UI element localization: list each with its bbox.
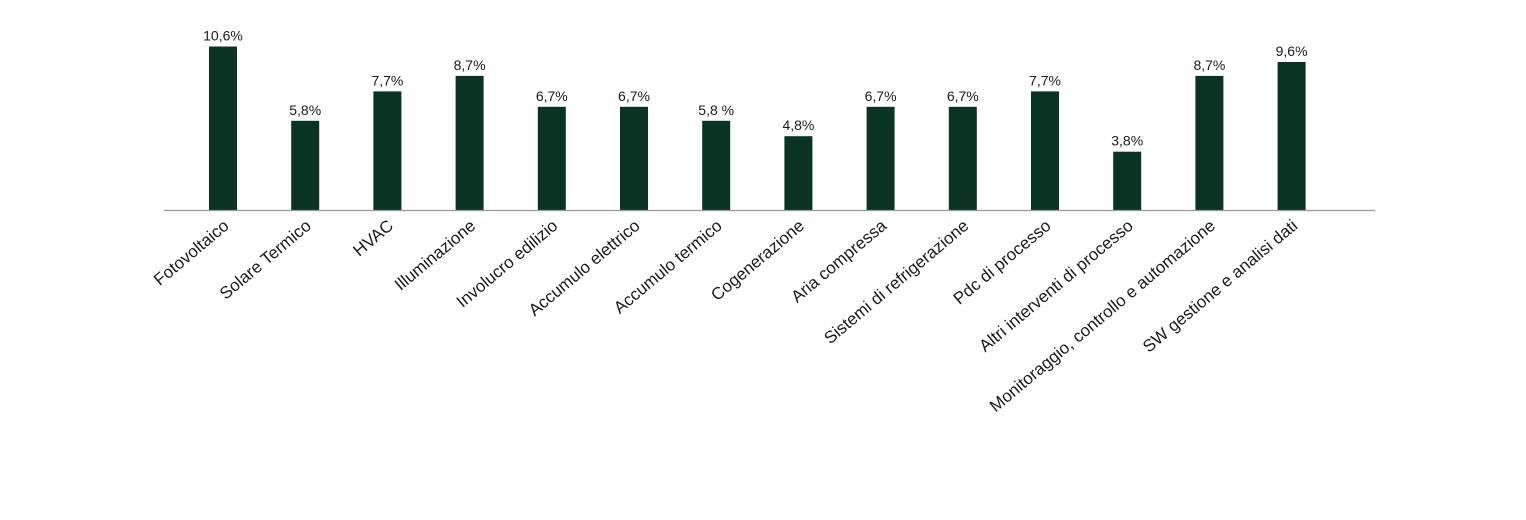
bar-6 <box>702 120 731 211</box>
bar-12 <box>1195 75 1224 211</box>
category-label-3: Illuminazione <box>391 216 479 294</box>
value-label-3: 8,7% <box>454 57 486 73</box>
value-label-4: 6,7% <box>536 88 568 104</box>
bars-group <box>209 46 1306 211</box>
category-label-0: Fotovoltaico <box>150 216 232 289</box>
bar-9 <box>948 106 977 211</box>
category-label-11: Altri interventi di processo <box>975 216 1136 356</box>
value-label-2: 7,7% <box>371 72 403 88</box>
bar-2 <box>373 91 402 211</box>
bar-1 <box>291 120 320 211</box>
bar-10 <box>1031 91 1059 211</box>
value-label-7: 4,8% <box>782 117 814 133</box>
bar-5 <box>620 106 648 211</box>
category-label-9: Sistemi di refrigerazione <box>820 216 972 348</box>
value-label-13: 9,6% <box>1276 43 1308 59</box>
bar-3 <box>455 75 484 211</box>
value-labels-group: 10,6% 5,8% 7,7% 8,7% 6,7% 6,7% 5,8 % 4,8% 6,7% 6,… <box>203 28 1307 149</box>
bar-13 <box>1277 62 1306 211</box>
value-label-8: 6,7% <box>865 88 897 104</box>
bar-8 <box>866 106 895 211</box>
value-label-9: 6,7% <box>947 88 979 104</box>
value-label-10: 7,7% <box>1029 72 1061 88</box>
value-label-12: 8,7% <box>1193 57 1225 73</box>
value-label-11: 3,8% <box>1111 133 1143 149</box>
bar-11 <box>1113 151 1142 211</box>
bar-0 <box>209 46 237 211</box>
category-label-2: HVAC <box>350 216 397 260</box>
value-label-1: 5,8% <box>289 102 321 118</box>
value-label-0: 10,6% <box>203 28 243 44</box>
value-label-5: 6,7% <box>618 88 650 104</box>
bar-4 <box>537 106 566 211</box>
value-label-6: 5,8 % <box>698 102 734 118</box>
category-label-13: SW gestione e analisi dati <box>1139 216 1301 356</box>
bar-7 <box>784 136 813 211</box>
